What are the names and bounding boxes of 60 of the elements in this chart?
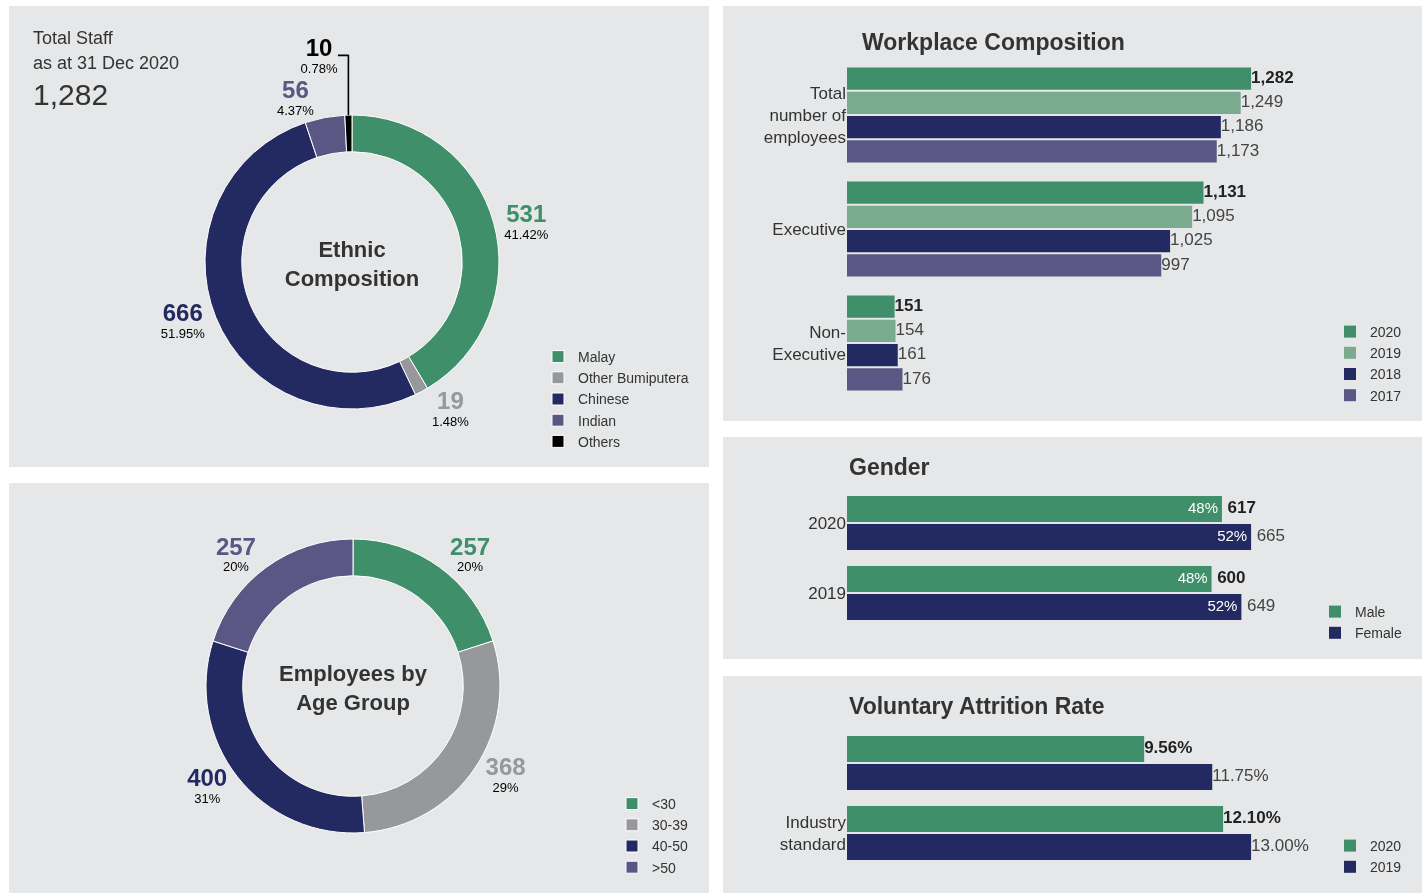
- legend-label: Other Bumiputera: [578, 370, 689, 387]
- data-label: 19 1.48%: [431, 386, 470, 429]
- data-label: 1,186: [1220, 116, 1264, 136]
- data-label: 48% 600: [1177, 568, 1246, 588]
- data-label: 997: [1161, 254, 1190, 274]
- data-label: 176: [902, 368, 931, 388]
- legend-label: Male: [1355, 604, 1386, 621]
- text: Ethnic Composition: [284, 237, 420, 291]
- text: as at 31 Dec 2020: [33, 53, 180, 73]
- data-label: 13.00%: [1251, 836, 1309, 856]
- legend-label: 2020: [1370, 324, 1402, 341]
- y-tick-label: Non-Executive: [772, 322, 846, 364]
- legend-label: 2018: [1370, 366, 1402, 383]
- y-tick-label: Industry standard: [779, 812, 847, 854]
- legend-label: Chinese: [578, 391, 630, 408]
- data-label: 1,025: [1170, 230, 1213, 250]
- y-tick-label: Total number of employees: [763, 83, 847, 148]
- legend-label: Female: [1355, 625, 1402, 642]
- data-label: 1,249: [1240, 92, 1284, 112]
- legend-label: Others: [578, 433, 621, 450]
- data-label: 531 41.42%: [504, 200, 549, 243]
- data-label: 1,173: [1216, 140, 1260, 160]
- legend-label: >50: [652, 859, 676, 876]
- y-tick-label: 2020: [808, 513, 846, 533]
- data-label: 1,282: [1251, 67, 1294, 87]
- data-label: 1,131: [1203, 181, 1247, 201]
- data-label: 154: [895, 320, 924, 340]
- legend-label: 2019: [1370, 859, 1402, 876]
- chart-title: Workplace Composition: [862, 29, 1125, 55]
- data-label: 161: [897, 344, 927, 364]
- data-label: 257 20%: [215, 532, 256, 575]
- data-label: 9.56%: [1144, 738, 1193, 758]
- data-label: 12.10%: [1223, 808, 1281, 828]
- legend-label: 40-50: [652, 838, 689, 855]
- text: Employees by Age Group: [279, 661, 428, 715]
- data-label: 10 0.78%: [300, 34, 338, 77]
- text: Total Staff: [33, 28, 114, 48]
- data-label: 1,095: [1192, 206, 1235, 226]
- data-label: 257 20%: [450, 532, 491, 575]
- legend-label: <30: [652, 796, 676, 813]
- data-label: 52% 649: [1207, 596, 1276, 616]
- y-tick-label: Executive: [772, 219, 846, 239]
- data-label: 52% 665: [1217, 526, 1286, 546]
- legend-label: Malay: [578, 349, 616, 366]
- data-label: 151: [894, 295, 923, 315]
- chart-title: Voluntary Attrition Rate: [849, 693, 1105, 719]
- data-label: 11.75%: [1212, 766, 1269, 786]
- legend-label: 2017: [1370, 387, 1402, 404]
- legend-label: 30-39: [652, 817, 689, 834]
- data-label: 368 29%: [485, 753, 526, 796]
- legend-label: 2019: [1370, 345, 1402, 362]
- legend-label: 2020: [1370, 838, 1402, 855]
- y-tick-label: 2019: [808, 583, 846, 603]
- data-label: 400 31%: [187, 764, 228, 807]
- chart-title: Gender: [849, 454, 930, 480]
- data-label: 56 4.37%: [277, 76, 315, 119]
- legend-label: Indian: [578, 412, 617, 429]
- text: 1,282: [33, 78, 109, 111]
- data-label: 666 51.95%: [160, 299, 206, 342]
- data-label: 48% 617: [1188, 498, 1256, 518]
